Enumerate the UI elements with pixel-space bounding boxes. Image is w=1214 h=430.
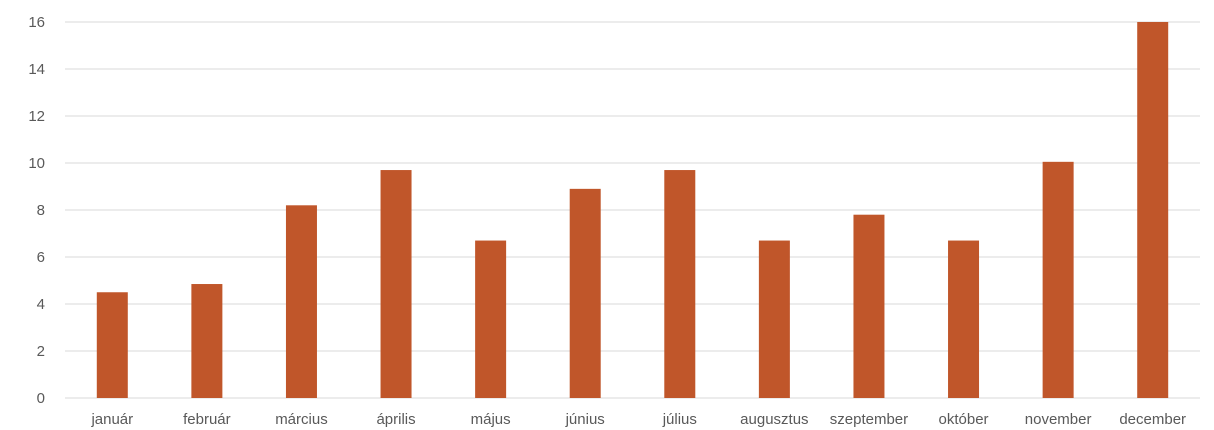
- bars: [96, 22, 1169, 398]
- x-tick-label: március: [275, 411, 328, 428]
- bar: [664, 170, 696, 398]
- x-axis-tick-labels: január február március április május június jú…: [90, 411, 1186, 428]
- bar: [758, 240, 790, 398]
- bar: [191, 284, 223, 398]
- y-tick-label: 4: [37, 296, 45, 313]
- x-tick-label: augusztus: [740, 411, 808, 428]
- x-tick-label: április: [376, 411, 415, 428]
- x-tick-label: december: [1119, 411, 1186, 428]
- bar: [96, 292, 128, 398]
- bar: [569, 188, 601, 398]
- x-tick-label: október: [939, 411, 989, 428]
- y-tick-label: 16: [28, 14, 45, 31]
- x-tick-label: június: [565, 411, 605, 428]
- bar: [475, 240, 507, 398]
- bar: [1042, 161, 1074, 398]
- bar: [853, 214, 885, 398]
- y-tick-label: 2: [37, 343, 45, 360]
- bar: [948, 240, 980, 398]
- y-tick-label: 12: [28, 108, 45, 125]
- y-tick-label: 0: [37, 390, 45, 407]
- x-tick-label: július: [662, 411, 697, 428]
- x-tick-label: február: [183, 411, 231, 428]
- bar: [1137, 22, 1169, 398]
- y-tick-label: 8: [37, 202, 45, 219]
- x-tick-label: szeptember: [830, 411, 908, 428]
- gridlines: [65, 21, 1200, 399]
- y-axis-tick-labels: 0 2 4 6 8 10 12 14 16: [28, 14, 45, 407]
- x-tick-label: május: [471, 411, 511, 428]
- bar: [380, 170, 412, 398]
- y-tick-label: 10: [28, 155, 45, 172]
- bar: [285, 205, 317, 398]
- y-tick-label: 6: [37, 249, 45, 266]
- y-tick-label: 14: [28, 61, 45, 78]
- x-tick-label: november: [1025, 411, 1092, 428]
- x-tick-label: január: [90, 411, 133, 428]
